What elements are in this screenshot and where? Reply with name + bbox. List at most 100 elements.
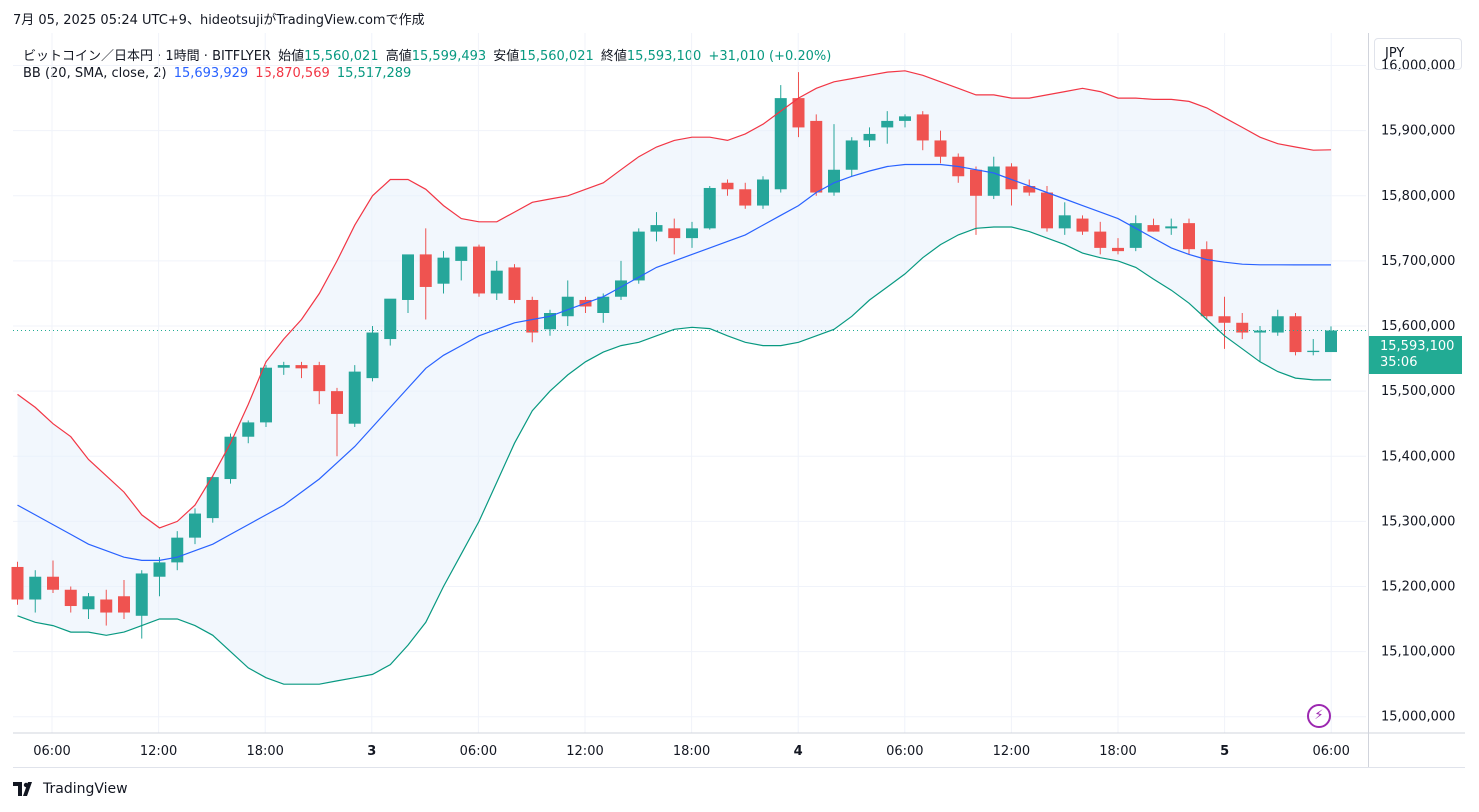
candle bbox=[419, 228, 432, 320]
time-tick-label: 4 bbox=[794, 744, 803, 759]
candle-body bbox=[1325, 330, 1337, 353]
candle-body bbox=[171, 537, 184, 563]
candle bbox=[473, 244, 485, 297]
candle bbox=[828, 124, 840, 196]
candle-body bbox=[1076, 218, 1089, 232]
candle bbox=[29, 570, 42, 613]
candle-body bbox=[650, 225, 663, 232]
time-tick-label: 5 bbox=[1220, 744, 1229, 759]
candle-body bbox=[455, 246, 468, 261]
price-tick-label: 15,300,000 bbox=[1381, 514, 1455, 529]
time-tick-label: 18:00 bbox=[673, 744, 710, 759]
candle-body bbox=[100, 599, 113, 613]
symbol-description[interactable]: ビットコイン／日本円 · 1時間 · BITFLYER bbox=[23, 49, 271, 64]
close-value: 15,593,100 bbox=[626, 49, 702, 64]
bb-basis-line bbox=[17, 163, 1331, 561]
candle bbox=[1218, 296, 1231, 349]
candle bbox=[313, 361, 326, 405]
candle-body bbox=[508, 267, 521, 300]
time-tick-label: 18:00 bbox=[246, 744, 283, 759]
candle bbox=[47, 560, 59, 593]
tradingview-logo[interactable]: TradingView bbox=[13, 781, 128, 797]
currency-button[interactable]: JPY bbox=[1374, 38, 1462, 70]
candle-body bbox=[703, 187, 716, 229]
candle bbox=[1023, 179, 1036, 196]
time-axis: 06:00 12:00 18:00 3 06:00 12:00 18:00 4 06:00 12:… bbox=[33, 744, 1350, 759]
candle bbox=[64, 586, 77, 613]
lightning-icon[interactable]: ⚡ bbox=[1307, 704, 1331, 728]
candle bbox=[1271, 309, 1284, 336]
candle bbox=[1041, 186, 1053, 232]
candle-body bbox=[1200, 249, 1213, 317]
candle bbox=[348, 365, 361, 427]
candle-body bbox=[47, 576, 59, 590]
high-label: 高値 bbox=[385, 49, 412, 64]
open-label: 始値 bbox=[278, 49, 305, 64]
candle bbox=[916, 111, 929, 151]
candle-body bbox=[135, 573, 148, 616]
candle-body bbox=[597, 296, 610, 313]
bb-lower-value: 15,517,289 bbox=[336, 66, 412, 81]
bb-lower-line bbox=[17, 226, 1331, 685]
candle-body bbox=[490, 270, 503, 294]
time-tick-label: 12:00 bbox=[993, 744, 1030, 759]
candle-body bbox=[774, 98, 787, 190]
candle bbox=[260, 365, 272, 427]
branding-text: TradingView bbox=[43, 781, 128, 797]
high-value: 15,599,493 bbox=[411, 49, 487, 64]
candle-body bbox=[1218, 316, 1231, 323]
candle bbox=[1094, 221, 1107, 255]
candle bbox=[650, 212, 663, 242]
candle-body bbox=[82, 596, 95, 610]
candle bbox=[437, 251, 450, 294]
candle-body bbox=[526, 299, 539, 333]
candle-body bbox=[828, 169, 840, 193]
last-price-label: 15,593,100 35:06 bbox=[1369, 336, 1462, 374]
candle bbox=[1076, 215, 1089, 235]
candle bbox=[1200, 241, 1213, 320]
candle bbox=[1289, 313, 1302, 356]
candle-body bbox=[1094, 231, 1107, 248]
candle bbox=[295, 361, 308, 379]
candle bbox=[1005, 163, 1018, 206]
candle-body bbox=[29, 576, 42, 600]
candle-body bbox=[792, 98, 805, 128]
candle bbox=[757, 176, 769, 209]
candle bbox=[82, 593, 95, 620]
candle-body bbox=[1289, 316, 1302, 353]
candle-body bbox=[153, 562, 166, 577]
candle-body bbox=[331, 391, 343, 414]
candle bbox=[934, 130, 947, 164]
candle-body bbox=[739, 189, 752, 206]
candle bbox=[1147, 218, 1160, 232]
candle bbox=[1183, 218, 1195, 255]
candle bbox=[721, 179, 734, 196]
candle-body bbox=[402, 254, 414, 300]
price-tick-label: 15,100,000 bbox=[1381, 645, 1455, 660]
candle-body bbox=[863, 133, 876, 141]
candle-body bbox=[242, 422, 255, 437]
tradingview-mark-icon bbox=[13, 782, 32, 796]
candle-body bbox=[295, 365, 308, 369]
candle bbox=[1307, 339, 1320, 356]
close-label: 終値 bbox=[600, 49, 627, 64]
candle-body bbox=[1254, 330, 1266, 333]
candle-body bbox=[118, 596, 130, 613]
candle bbox=[686, 221, 698, 248]
price-tick-label: 15,400,000 bbox=[1381, 449, 1455, 464]
candle-body bbox=[1058, 215, 1071, 229]
candle-body bbox=[987, 166, 1000, 196]
candle-body bbox=[686, 228, 698, 239]
bb-indicator-label[interactable]: BB (20, SMA, close, 2) bbox=[23, 66, 167, 81]
candle-body bbox=[206, 477, 219, 519]
price-tick-label: 15,700,000 bbox=[1381, 254, 1455, 269]
candle-body bbox=[544, 313, 556, 330]
price-tick-label: 15,800,000 bbox=[1381, 189, 1455, 204]
candle bbox=[100, 589, 113, 626]
candle-body bbox=[1236, 322, 1249, 333]
candle-body bbox=[1129, 223, 1142, 248]
bb-upper-value: 15,870,569 bbox=[255, 66, 330, 81]
candle-body bbox=[419, 254, 432, 287]
bar-countdown: 35:06 bbox=[1380, 355, 1418, 370]
